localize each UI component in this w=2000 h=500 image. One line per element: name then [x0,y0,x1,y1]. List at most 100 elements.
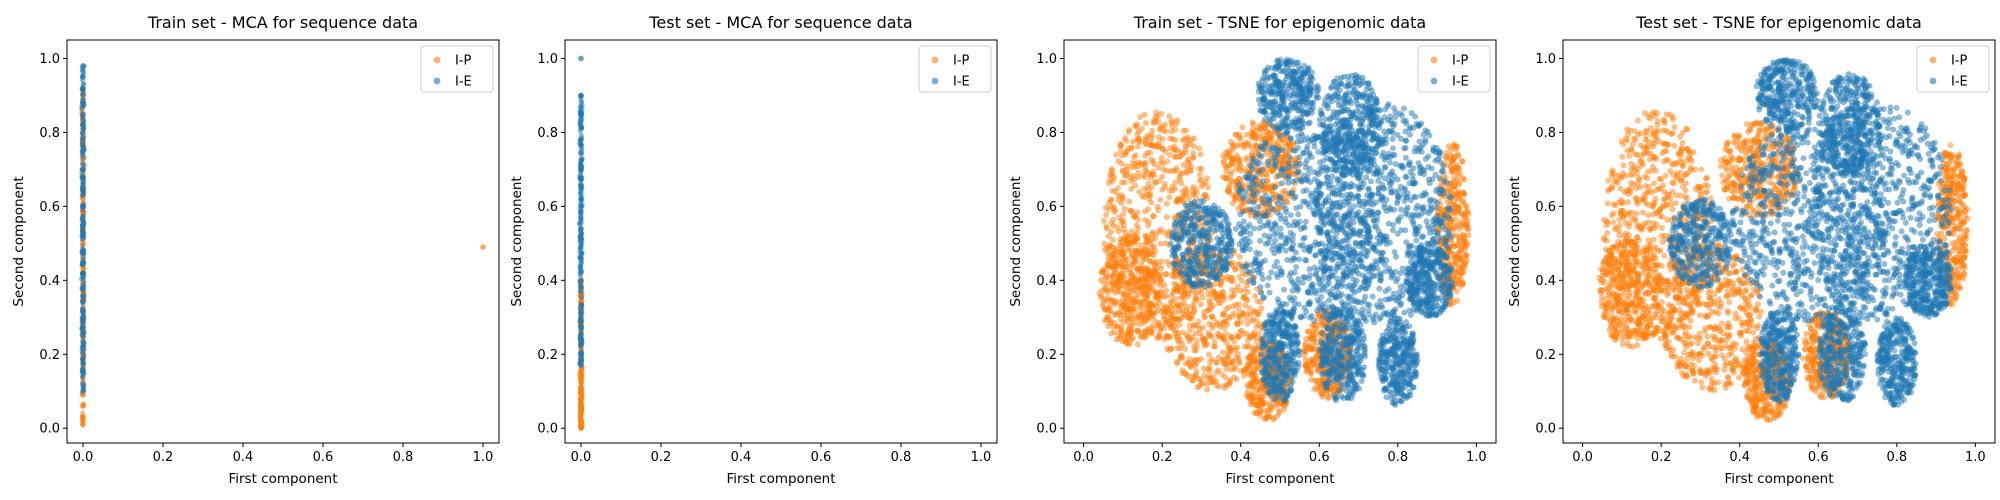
scatter-point [1302,198,1309,205]
scatter-point [1148,156,1155,163]
scatter-point [1302,218,1309,225]
scatter-point [1394,200,1401,207]
scatter-point [1166,113,1173,120]
y-tick-label: 0.8 [39,126,60,141]
scatter-point [1129,252,1136,259]
scatter-point [1302,348,1309,355]
scatter-point [80,410,86,416]
scatter-point [1220,359,1227,366]
scatter-point [1141,241,1148,248]
scatter-point [1183,169,1190,176]
scatter-point [1242,302,1249,309]
scatter-point [80,63,86,69]
scatter-point [1156,126,1163,133]
scatter-point [1162,128,1169,135]
scatter-point [1122,259,1129,266]
scatter-point [1455,181,1462,188]
scatter-point [1229,313,1236,320]
scatter-point [578,406,584,413]
scatter-point [1292,249,1299,256]
scatter-point [1174,360,1181,367]
scatter-point [1279,180,1286,187]
scatter-point [79,243,85,249]
scatter-point [1189,303,1196,310]
scatter-point [1315,287,1322,294]
scatter-point [1142,140,1149,147]
scatter-point [1149,250,1156,257]
scatter-point [1420,233,1427,240]
scatter-point [1147,258,1154,265]
scatter-point [1135,169,1142,176]
scatter-point [1225,348,1232,355]
x-axis-label: First component [228,471,337,487]
scatter-point [1219,371,1226,378]
scatter-point [578,332,584,338]
scatter-point [1217,281,1224,288]
scatter-point [1176,174,1183,181]
scatter-point [1294,138,1301,145]
x-tick-label: 0.8 [891,450,912,465]
scatter-point [1259,195,1266,202]
scatter-point [1209,322,1216,329]
scatter-point [1243,315,1250,322]
scatter-point [1229,161,1236,168]
scatter-point [1207,358,1214,365]
scatter-point [80,314,86,321]
scatter-point [1243,157,1250,164]
scatter-point [1402,154,1409,161]
scatter-point [80,359,86,366]
chart-title: Train set - MCA for sequence data [147,13,418,32]
scatter-point [80,68,86,74]
scatter-point [578,215,584,222]
scatter-point [1256,308,1263,315]
scatter-point [1156,143,1163,150]
scatter-point [1308,312,1315,319]
scatter-point [1157,196,1164,203]
legend: I-PI-E [420,45,494,93]
scatter-point [1270,155,1277,162]
scatter-point [1173,316,1180,323]
scatter-point [1234,344,1241,351]
scatter-point [1166,347,1173,354]
scatter-point [1102,306,1109,313]
scatter-point [1233,333,1240,340]
scatter-point [1363,285,1370,292]
scatter-point [1117,147,1124,154]
scatter-point [1302,340,1309,347]
y-axis-label: Second component [509,176,525,306]
scatter-point [1248,177,1255,184]
scatter-point [1152,235,1159,242]
scatter-point [1262,240,1269,247]
scatter-point [1232,225,1239,232]
scatter-point [1453,288,1460,295]
scatter-point [1252,292,1259,299]
scatter-point [1196,145,1203,152]
scatter-point [1105,233,1112,240]
scatter-point [1122,337,1129,344]
scatter-point [80,388,86,395]
scatter-point [1302,357,1309,364]
scatter-point [1142,119,1149,126]
scatter-point [1275,200,1282,207]
scatter-point [1223,366,1230,373]
scatter-point [1314,386,1321,393]
scatter-point [1190,149,1197,156]
scatter-point [1172,126,1179,133]
scatter-point [1146,272,1153,279]
axes-frame [564,39,998,444]
scatter-point [1162,240,1169,247]
scatter-point [1239,124,1246,131]
scatter-point [1252,141,1259,148]
scatter-point [1304,328,1311,335]
scatter-point [1175,196,1182,203]
scatter-point [1186,322,1193,329]
scatter-point [1257,408,1264,415]
scatter-point [1204,386,1211,393]
scatter-point [1240,218,1247,225]
scatter-point [1129,335,1136,342]
scatter-point [1312,239,1319,246]
scatter-point [577,176,584,182]
scatter-point [1219,349,1226,356]
chart-title: Test set - MCA for sequence data [648,13,912,32]
scatter-point [80,334,86,340]
